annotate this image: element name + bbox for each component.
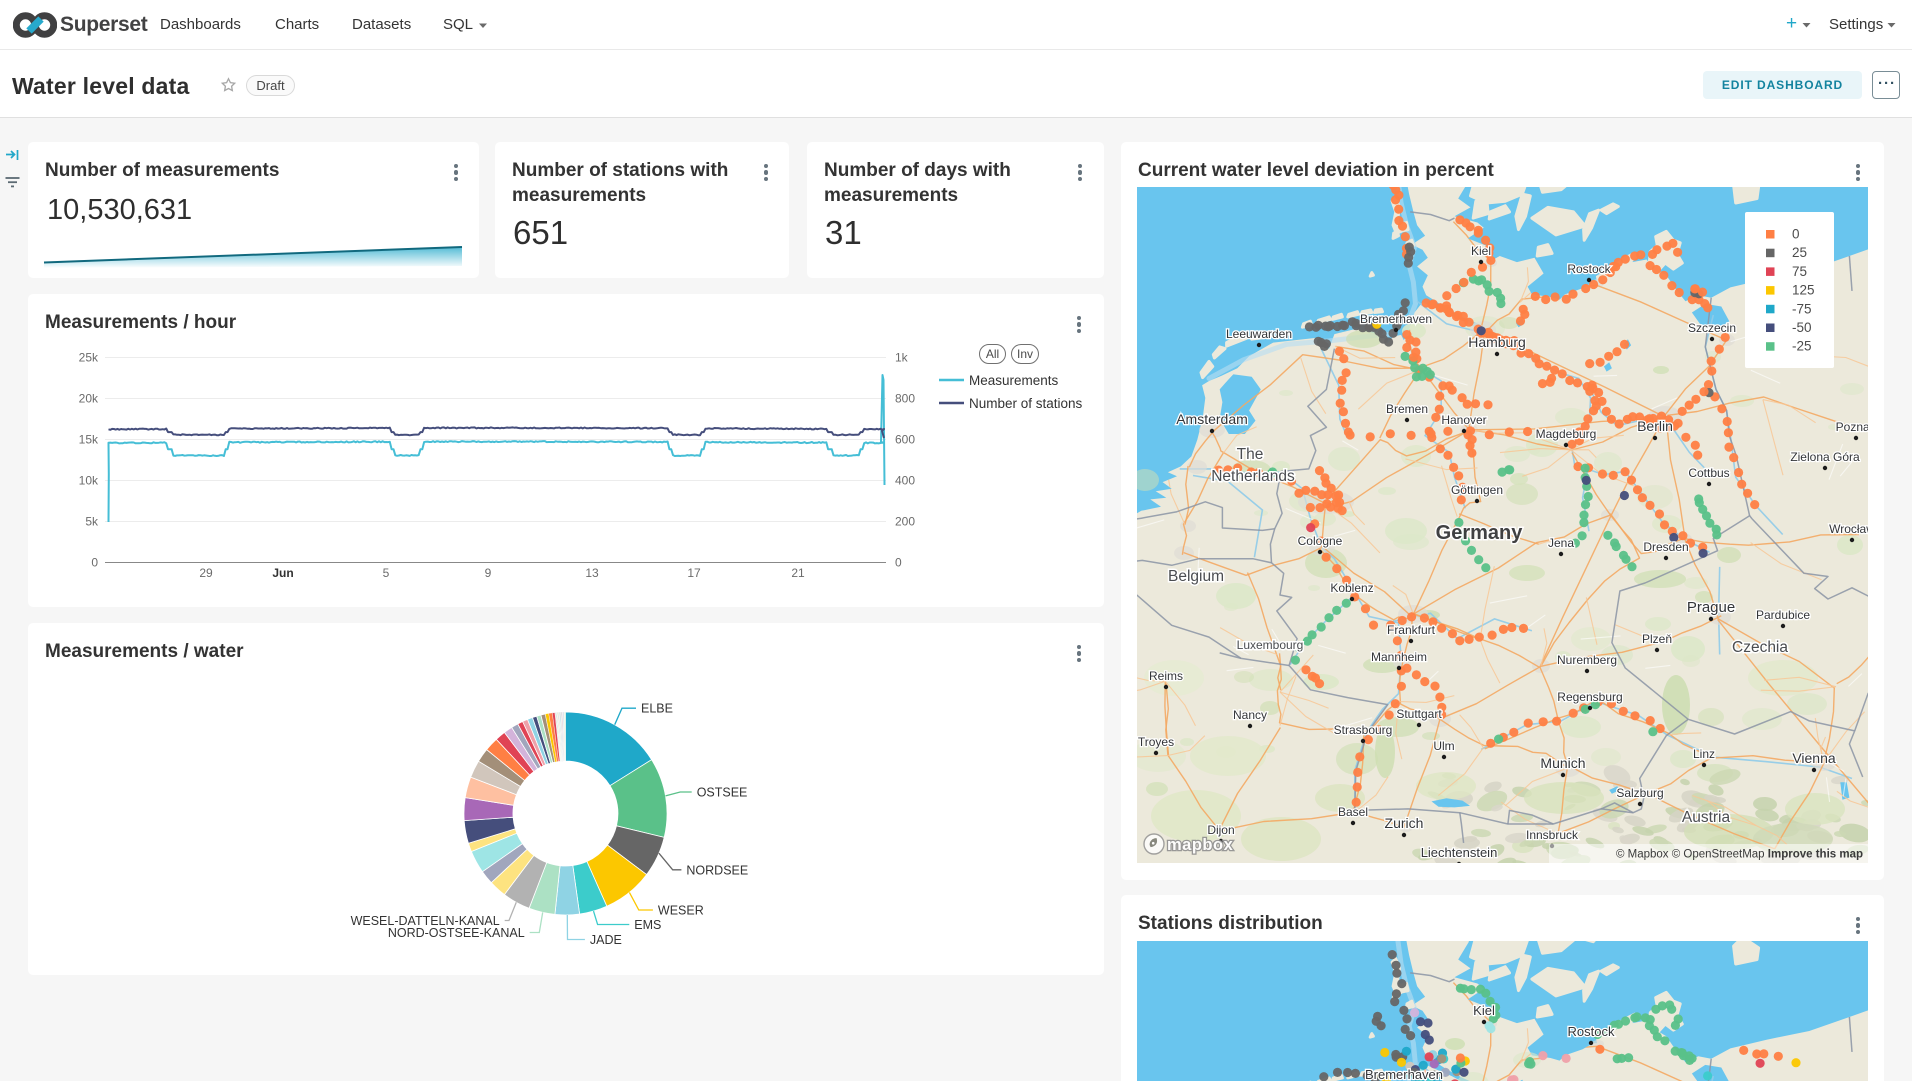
svg-text:-50: -50 (1792, 320, 1812, 335)
svg-text:5k: 5k (85, 515, 99, 529)
svg-text:Wrocław: Wrocław (1829, 522, 1868, 536)
svg-text:ELBE: ELBE (641, 702, 673, 716)
svg-text:Nancy: Nancy (1233, 708, 1267, 722)
svg-text:mapbox: mapbox (1167, 836, 1234, 854)
svg-text:Koblenz: Koblenz (1330, 581, 1373, 595)
svg-text:15k: 15k (79, 433, 99, 447)
svg-text:Nuremberg: Nuremberg (1557, 653, 1617, 667)
svg-text:Kiel: Kiel (1473, 1003, 1495, 1018)
svg-text:Linz: Linz (1693, 747, 1715, 761)
svg-text:Troyes: Troyes (1138, 735, 1174, 749)
svg-text:-75: -75 (1792, 301, 1812, 316)
svg-text:5: 5 (383, 566, 390, 580)
svg-text:Ulm: Ulm (1433, 739, 1454, 753)
svg-text:Dresden: Dresden (1643, 540, 1688, 554)
svg-text:Leeuwarden: Leeuwarden (1226, 327, 1292, 341)
svg-text:Poznań: Poznań (1836, 420, 1868, 434)
svg-text:JADE: JADE (590, 933, 622, 947)
svg-text:200: 200 (895, 515, 915, 529)
svg-text:NORD-OSTSEE-KANAL: NORD-OSTSEE-KANAL (388, 926, 525, 940)
svg-text:20k: 20k (79, 392, 99, 406)
svg-text:10k: 10k (79, 474, 99, 488)
svg-text:Hamburg: Hamburg (1468, 334, 1526, 350)
svg-text:25k: 25k (79, 351, 99, 365)
svg-text:Salzburg: Salzburg (1616, 786, 1663, 800)
svg-text:Austria: Austria (1682, 809, 1731, 826)
svg-text:Zielona Góra: Zielona Góra (1790, 450, 1860, 464)
svg-text:400: 400 (895, 474, 915, 488)
svg-text:Luxembourg: Luxembourg (1237, 638, 1304, 652)
svg-text:Bremerhaven: Bremerhaven (1360, 312, 1432, 326)
svg-text:75: 75 (1792, 264, 1807, 279)
svg-text:Berlin: Berlin (1637, 418, 1673, 434)
svg-text:Bremen: Bremen (1386, 402, 1428, 416)
svg-text:Reims: Reims (1149, 669, 1183, 683)
svg-text:9: 9 (485, 566, 492, 580)
svg-text:1k: 1k (895, 351, 909, 365)
svg-text:Vienna: Vienna (1792, 750, 1836, 766)
svg-text:Frankfurt: Frankfurt (1387, 623, 1436, 637)
svg-text:125: 125 (1792, 283, 1815, 298)
svg-text:Strasbourg: Strasbourg (1334, 723, 1393, 737)
svg-text:EMS: EMS (634, 918, 661, 932)
svg-text:Plzeň: Plzeň (1642, 632, 1672, 646)
svg-text:Kiel: Kiel (1471, 244, 1491, 258)
svg-text:Belgium: Belgium (1168, 568, 1224, 585)
svg-text:Dijon: Dijon (1207, 823, 1234, 837)
svg-text:21: 21 (791, 566, 805, 580)
svg-text:Bremerhaven: Bremerhaven (1365, 1067, 1443, 1081)
svg-text:OSTSEE: OSTSEE (697, 786, 748, 800)
svg-text:-25: -25 (1792, 339, 1812, 354)
svg-text:0: 0 (895, 556, 902, 570)
svg-text:Germany: Germany (1436, 522, 1524, 544)
svg-text:Rostock: Rostock (1567, 262, 1611, 276)
svg-text:NORDSEE: NORDSEE (686, 863, 748, 877)
svg-text:Netherlands: Netherlands (1211, 468, 1295, 485)
svg-text:Jena: Jena (1548, 536, 1574, 550)
svg-text:Göttingen: Göttingen (1451, 483, 1503, 497)
svg-text:The: The (1237, 446, 1264, 463)
svg-text:Basel: Basel (1338, 805, 1368, 819)
svg-text:Magdeburg: Magdeburg (1536, 427, 1597, 441)
svg-text:600: 600 (895, 433, 915, 447)
svg-text:0: 0 (1792, 227, 1800, 242)
svg-text:Stuttgart: Stuttgart (1396, 707, 1442, 721)
svg-text:WESER: WESER (658, 904, 704, 918)
svg-text:Czechia: Czechia (1732, 639, 1788, 656)
svg-text:25: 25 (1792, 245, 1807, 260)
svg-text:Prague: Prague (1687, 599, 1735, 616)
svg-text:WESEL-DATTELN-KANAL: WESEL-DATTELN-KANAL (351, 914, 500, 928)
svg-text:800: 800 (895, 392, 915, 406)
svg-text:Cologne: Cologne (1298, 534, 1343, 548)
svg-text:Rostock: Rostock (1568, 1024, 1615, 1039)
svg-text:Szczecin: Szczecin (1688, 321, 1736, 335)
svg-text:Innsbruck: Innsbruck (1526, 828, 1579, 842)
svg-text:Zurich: Zurich (1385, 815, 1424, 831)
svg-text:29: 29 (199, 566, 213, 580)
svg-text:© Mapbox © OpenStreetMap Impro: © Mapbox © OpenStreetMap Improve this ma… (1616, 849, 1863, 861)
svg-text:Cottbus: Cottbus (1688, 466, 1729, 480)
svg-text:Liechtenstein: Liechtenstein (1421, 845, 1498, 860)
svg-text:Pardubice: Pardubice (1756, 608, 1810, 622)
svg-text:Mannheim: Mannheim (1371, 650, 1427, 664)
svg-text:13: 13 (585, 566, 599, 580)
svg-text:0: 0 (91, 556, 98, 570)
svg-text:Hanover: Hanover (1441, 413, 1486, 427)
svg-text:Regensburg: Regensburg (1557, 690, 1622, 704)
svg-text:17: 17 (687, 566, 701, 580)
svg-text:Munich: Munich (1540, 755, 1585, 771)
svg-text:Jun: Jun (272, 566, 293, 580)
svg-text:Amsterdam: Amsterdam (1176, 411, 1248, 427)
